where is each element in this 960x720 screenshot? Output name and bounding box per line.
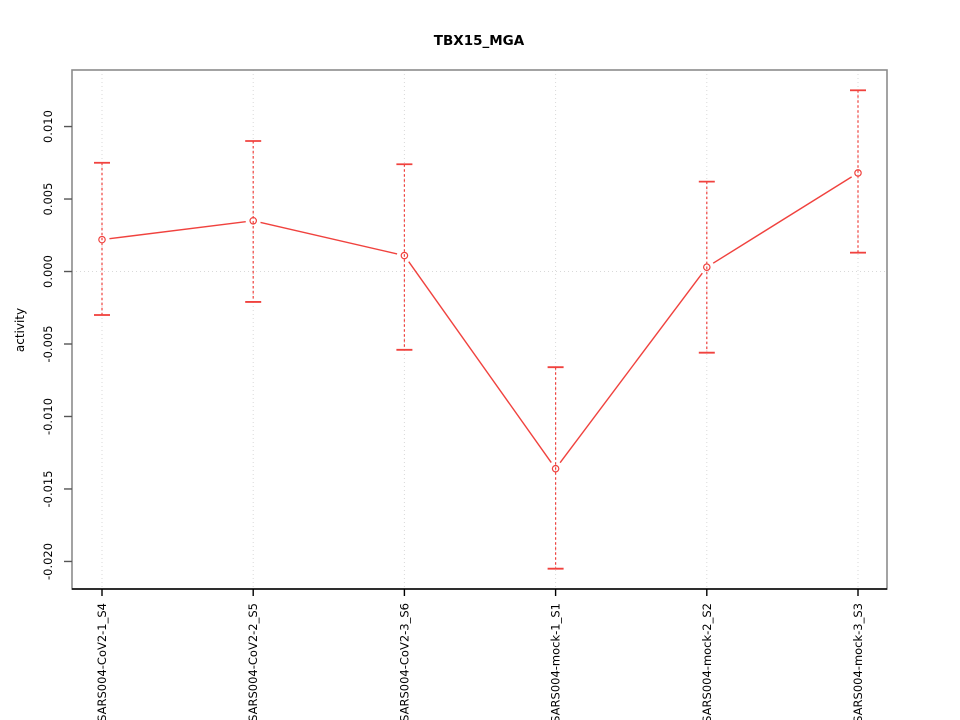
chart-title: TBX15_MGA <box>434 33 525 49</box>
plot-marks: 0.010 0.005 0.000 -0.005 -0.010 -0.015 -0.020 S… <box>41 69 888 720</box>
series-segment <box>712 176 853 264</box>
data-point <box>249 216 258 225</box>
series-segment <box>260 221 398 255</box>
data-point <box>551 464 560 473</box>
series-segment <box>109 221 246 240</box>
x-tick-label: SARS004-CoV2-3_S6 <box>397 603 411 720</box>
series-segment <box>559 272 703 464</box>
plot-frame <box>71 69 888 590</box>
x-tick-label: SARS004-CoV2-1_S4 <box>95 603 109 720</box>
data-point <box>98 235 106 244</box>
y-tick-label: 0.010 <box>41 110 55 143</box>
y-tick-label: -0.020 <box>41 543 55 580</box>
x-tick-label: SARS004-mock-3_S3 <box>851 603 865 720</box>
x-tick-label: SARS004-mock-1_S1 <box>549 603 563 720</box>
data-point <box>400 251 409 260</box>
y-tick-label: 0.005 <box>41 183 55 216</box>
x-tick-label: SARS004-mock-2_S2 <box>700 603 714 720</box>
y-axis-label: activity <box>13 308 27 352</box>
y-tick-label: 0.000 <box>41 255 55 288</box>
series-segment <box>408 261 552 463</box>
y-tick-label: -0.015 <box>41 470 55 507</box>
data-point <box>854 169 862 177</box>
data-point <box>702 263 711 271</box>
x-tick-label: SARS004-CoV2-2_S5 <box>246 603 260 720</box>
y-tick-label: -0.005 <box>41 325 55 362</box>
y-tick-label: -0.010 <box>41 398 55 435</box>
